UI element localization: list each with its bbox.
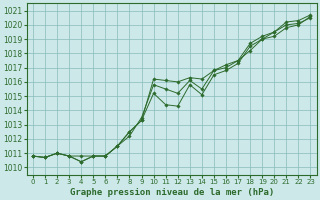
X-axis label: Graphe pression niveau de la mer (hPa): Graphe pression niveau de la mer (hPa) bbox=[69, 188, 274, 197]
